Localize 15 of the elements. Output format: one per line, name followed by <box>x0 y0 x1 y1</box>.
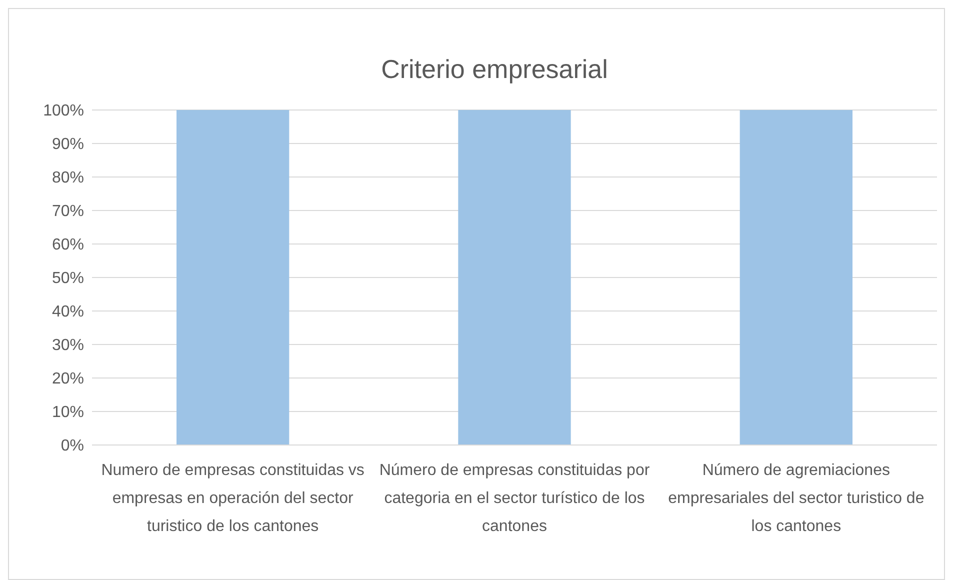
y-tick-label: 20% <box>52 370 84 388</box>
x-tick-label: Número de empresas constituidas por categoria en el sector turístico de los cantones <box>379 462 650 535</box>
y-tick-label: 70% <box>52 203 84 220</box>
y-tick-label: 50% <box>52 270 84 288</box>
x-tick-label: Numero de empresas constituidas vs empresas en operación del sector turistico de los cantones <box>101 462 364 535</box>
y-tick-label: 60% <box>52 236 84 254</box>
x-tick-label: Número de agremiaciones empresariales del sector turistico de los cantones <box>668 462 924 535</box>
y-tick-label: 80% <box>52 170 84 187</box>
y-tick-label: 100% <box>43 102 84 120</box>
y-tick-label: 10% <box>52 404 84 422</box>
y-tick-label: 40% <box>52 304 84 321</box>
y-tick-label: 30% <box>52 337 84 354</box>
y-tick-label: 90% <box>52 136 84 154</box>
y-tick-label: 0% <box>60 438 84 455</box>
chart-title: Criterio empresarial <box>381 54 608 84</box>
